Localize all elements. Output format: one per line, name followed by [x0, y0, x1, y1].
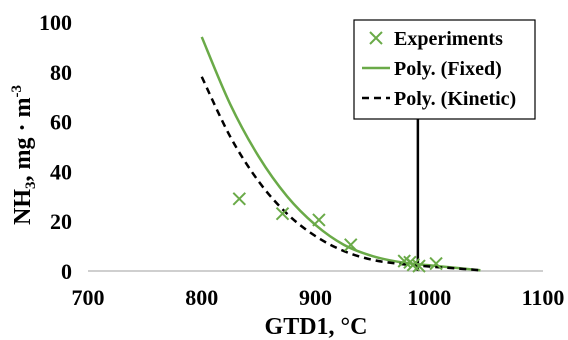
legend-item-experiments: Experiments — [369, 28, 503, 50]
y-axis-title-superscript: -3 — [9, 85, 25, 98]
experiment-point-0 — [232, 192, 246, 206]
y-tick-labels: 0 20 40 60 80 100 — [39, 10, 72, 284]
x-tick-label-2: 900 — [299, 285, 332, 310]
x-axis-title: GTD1, °C — [265, 314, 368, 340]
y-axis-title: NH3, mg · m-3 — [9, 85, 39, 225]
y-tick-label-3: 60 — [50, 110, 72, 135]
marker-layer — [232, 192, 443, 273]
x-tick-labels: 700 800 900 1000 1100 — [72, 285, 565, 310]
y-tick-label-4: 80 — [50, 60, 72, 85]
experiment-point-7 — [412, 259, 426, 273]
experiment-point-8 — [429, 256, 443, 271]
x-tick-label-4: 1100 — [522, 285, 565, 310]
x-tick-label-1: 800 — [185, 285, 218, 310]
experiment-point-3 — [344, 238, 358, 252]
experiment-point-2 — [312, 213, 326, 227]
legend-label: Poly. (Fixed) — [394, 58, 502, 80]
y-tick-label-2: 40 — [50, 159, 72, 184]
legend-item-kinetic: Poly. (Kinetic) — [362, 88, 516, 110]
legend-label: Experiments — [394, 28, 503, 50]
x-tick-label-3: 1000 — [407, 285, 451, 310]
y-axis-title-subscript: 3 — [23, 182, 39, 190]
legend-box — [353, 19, 536, 120]
legend-item-fixed: Poly. (Fixed) — [362, 58, 502, 80]
legend-marker-x — [369, 31, 383, 45]
y-axis-title-rest: , mg · m — [10, 98, 36, 182]
legend: Experiments Poly. (Fixed) Poly. (Kinetic) — [353, 19, 536, 120]
y-tick-label-1: 20 — [50, 209, 72, 234]
experiment-point-1 — [275, 207, 290, 221]
kinetic-fit-line — [200, 76, 481, 272]
y-tick-label-0: 0 — [61, 259, 72, 284]
y-tick-label-5: 100 — [39, 10, 72, 35]
x-tick-label-0: 700 — [72, 285, 105, 310]
legend-label: Poly. (Kinetic) — [394, 88, 516, 110]
y-axis-title-prefix: NH — [10, 189, 36, 225]
series-layer — [200, 36, 481, 272]
